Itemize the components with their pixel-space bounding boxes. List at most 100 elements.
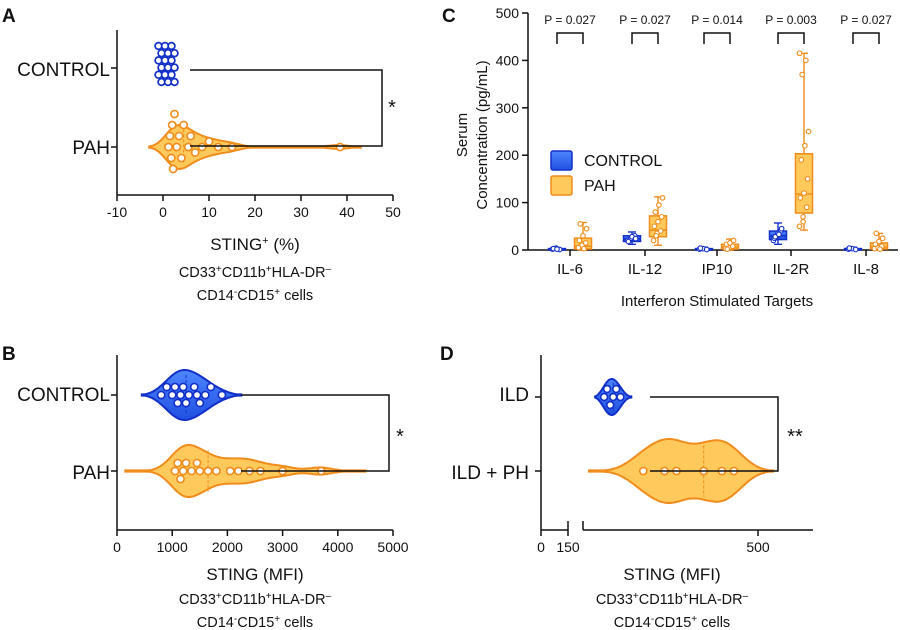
panel-c-pvalue-bracket [556,32,584,44]
panel-b-plot: 0 1000 2000 3000 4000 5000 [111,355,409,555]
panel-c-pah-box [794,153,814,214]
panel-d-ild-ph-data-point [638,466,648,476]
panel-c-pvalue-bracket [631,32,659,44]
panel-d-significance: ** [787,426,803,448]
panel-d-ild-data-point [599,392,609,402]
panel-d-category-ild: ILD [499,385,529,406]
panel-a-control-data-point [167,70,176,80]
panel-b-control-data-point [200,390,210,400]
panel-a-subtitle-line1: CD33+CD11b+HLA-DR– [179,264,332,282]
panel-b: B 0 1000 2000 3000 4000 5000 CONTROL PAH STIN… [2,344,409,630]
panel-d-plot: 0 150 500 [535,355,813,555]
panel-c-pah-data-point [805,128,812,135]
panel-c-pvalue-bracket [852,32,880,44]
panel-c-pvalue-bracket [777,32,805,44]
panel-b-significance-bracket [241,394,390,472]
panel-d-ild-data-point [602,384,612,394]
panel-a-control-data-point [170,48,179,58]
panel-label-d: D [440,344,454,365]
panel-b-control-data-point [217,390,227,400]
panel-label-b: B [2,344,16,365]
panel-d-significance-bracket [650,396,779,472]
panel-c-pah-data-point [879,235,886,242]
panel-c-pah-data-point [798,157,805,163]
panel-b-x-tick-label: 1000 [157,539,188,555]
panel-a-pah-data-point [170,109,179,119]
panel-c-pah-data-point [655,218,661,225]
panel-c-pah-data-point [658,213,665,220]
panel-c-pvalue: P = 0.027 [840,13,892,27]
panel-b-x-tick-label: 4000 [322,539,353,555]
panel-b-xlabel: STING (MFI) [206,565,303,584]
panel-a-pah-data-point [335,142,345,152]
panel-c-x-tick-label: IL-8 [853,261,879,278]
panel-c-y-tick-label: 100 [496,195,520,211]
panel-c-x-tick-label: IP10 [702,261,733,278]
panel-b-pah-data-point [225,466,235,476]
panel-d-xlabel: STING (MFI) [623,565,720,584]
panel-b-x-tick-label: 5000 [377,539,408,555]
panel-c-pah-data-point [796,50,803,57]
panel-b-pah-data-point [233,466,243,476]
panel-c-pah-data-point [659,195,666,201]
legend-label-control: CONTROL [584,153,662,170]
panel-b-category-control: CONTROL [17,385,110,406]
panel-d-ild-data-point [608,392,618,402]
panel-a-xlabel: STING+ (%) [210,235,300,254]
panel-c-pvalue: P = 0.027 [544,13,596,27]
panel-c-x-tick-label: IL-2R [773,261,810,278]
panel-d-subtitle-line1: CD33+CD11b+HLA-DR– [596,591,749,609]
panel-a-pah-data-point [176,153,186,163]
panel-c-x-tick-label: IL-6 [557,261,583,278]
panel-b-pah-data-point [195,466,205,476]
panel-d-category-ild-ph: ILD + PH [451,463,529,484]
panel-c-pah-data-point [651,223,658,230]
panel-a-x-tick-label: 10 [201,204,217,220]
panel-c-pah-data-point [802,57,809,64]
panel-c-control-data-point [778,225,785,232]
panel-a-pah-data-point [227,142,237,152]
panel-a-pah-data-point [190,148,200,157]
panel-c-pah-data-point [577,221,584,227]
panel-b-significance: * [396,426,404,448]
panel-d-ild-data-point [611,384,621,394]
panel-c: C 0 100 200 300 400 500 IL-6 P = 0.027 IL-12 P = … [442,5,898,310]
panel-c-control-data-point [554,246,560,252]
panel-c-pah-data-point [724,246,731,252]
panel-a-plot: -10 0 10 20 30 40 50 [107,30,401,220]
panel-c-y-tick-label: 400 [496,52,520,68]
panel-c-pah-data-point [581,245,587,252]
panel-c-y-tick-label: 300 [496,100,520,116]
panel-c-control-data-point [846,245,853,251]
panel-c-pvalue: P = 0.014 [691,13,743,27]
legend-swatch-control [550,150,573,171]
panel-b-control-data-point [189,382,199,392]
panel-c-pah-data-point [801,190,807,196]
panel-a-control-data-point [167,41,176,51]
panel-c-pah-data-point [650,237,657,244]
panel-a-category-pah: PAH [72,138,110,159]
panel-a-pah-data-point [204,137,214,146]
panel-b-pah-data-point [203,466,213,476]
panel-b-control-data-point [167,390,177,400]
panel-b-control-data-point [181,398,191,408]
panel-c-x-tick-label: IL-12 [628,261,662,278]
panel-d: D 0 150 500 ILD ILD + PH STING (MFI) CD33+… [440,344,813,630]
panel-b-control-data-point [178,382,188,392]
panel-c-pah-data-point [730,237,737,244]
panel-c-pah-data-point [580,232,586,239]
panel-b-pah-data-point [173,458,183,468]
panel-c-control-data-point [632,235,639,242]
panel-a-pah-data-point [164,142,173,152]
panel-b-pah-data-point [181,458,191,468]
panel-c-pah-data-point [800,218,806,225]
panel-c-pah-data-point [656,202,662,208]
panel-a-pah-data-point [166,153,176,163]
panel-a-pah-data-point [183,142,193,152]
panel-b-subtitle-line1: CD33+CD11b+HLA-DR– [179,591,332,609]
panel-a-subtitle-line2: CD14-CD15+ cells [197,287,313,305]
panel-c-y-tick-label: 200 [496,147,520,163]
panel-a-category-control: CONTROL [17,60,110,81]
panel-d-x-tick-label: 150 [556,539,580,555]
